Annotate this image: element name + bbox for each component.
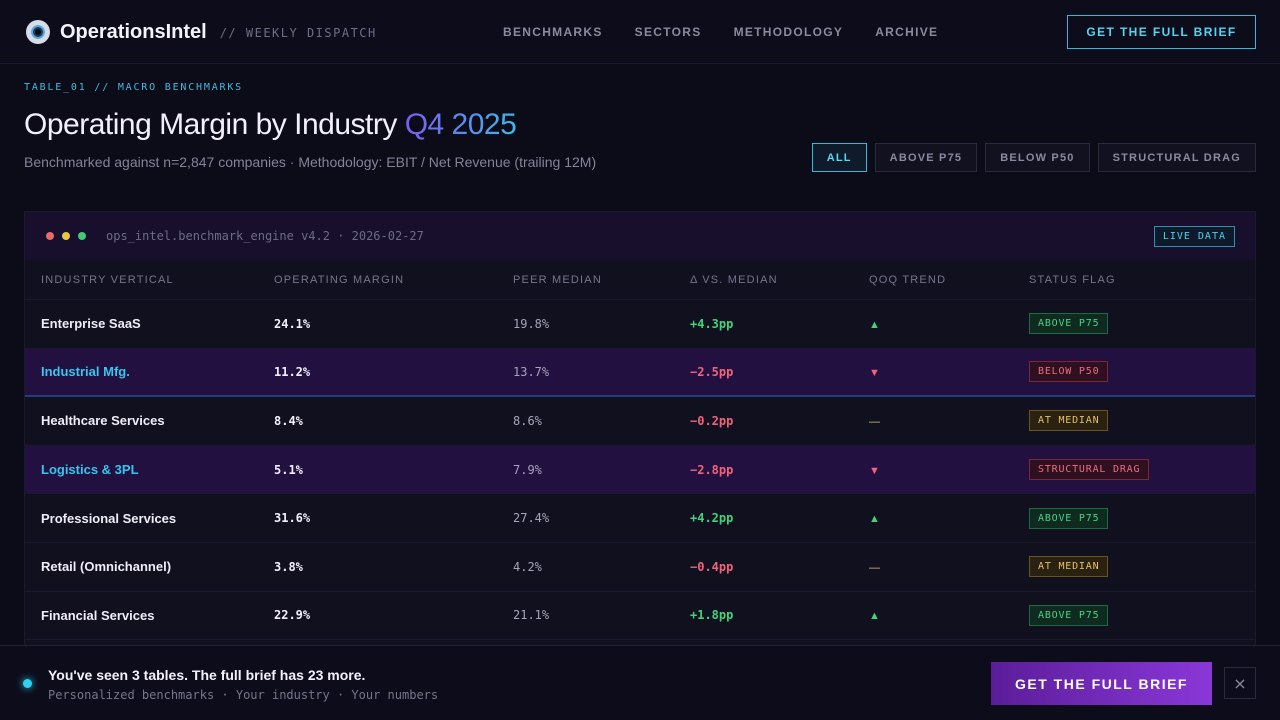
operating-margin: 5.1% [274, 462, 303, 477]
delta-vs-median: −2.8pp [690, 462, 734, 477]
brand-tagline: // WEEKLY DISPATCH [219, 25, 377, 40]
benchmark-table-panel: ops_intel.benchmark_engine v4.2 · 2026-0… [24, 211, 1256, 651]
status-badge: ABOVE P75 [1029, 507, 1109, 529]
peer-median: 13.7% [513, 364, 550, 379]
nav-sectors[interactable]: SECTORS [634, 25, 702, 39]
delta-vs-median: +1.8pp [690, 608, 734, 623]
column-qoq-trend[interactable]: QOQ TREND [869, 273, 947, 286]
upsell-banner: You've seen 3 tables. The full brief has… [0, 645, 1280, 720]
section-eyebrow: TABLE_01 // MACRO BENCHMARKS [24, 82, 243, 93]
nav-archive[interactable]: ARCHIVE [875, 25, 939, 39]
trend-flat-icon: — [869, 561, 880, 574]
window-dot-green [78, 232, 86, 240]
industry-name: Professional Services [41, 510, 177, 526]
delta-vs-median: +4.3pp [690, 316, 734, 331]
window-dot-red [46, 232, 54, 240]
peer-median: 19.8% [513, 316, 550, 331]
trend-up-icon: ▲ [869, 318, 880, 331]
banner-subtitle: Personalized benchmarks · Your industry … [48, 688, 439, 702]
table-row[interactable]: Industrial Mfg. 11.2% 13.7% −2.5pp ▼ BEL… [25, 348, 1255, 398]
delta-vs-median: −0.4pp [690, 559, 734, 574]
status-badge: BELOW P50 [1029, 361, 1109, 383]
delta-vs-median: −0.2pp [690, 413, 734, 428]
delta-vs-median: +4.2pp [690, 511, 734, 526]
trend-flat-icon: — [869, 415, 880, 428]
brand-name: OperationsIntel [60, 20, 207, 43]
filter-group: ALL ABOVE P75 BELOW P50 STRUCTURAL DRAG [804, 143, 1256, 172]
title-text: Operating Margin by Industry [24, 108, 397, 141]
top-navigation-bar: OperationsIntel // WEEKLY DISPATCH BENCH… [0, 0, 1280, 64]
industry-name: Financial Services [41, 607, 155, 623]
column-industry[interactable]: INDUSTRY VERTICAL [41, 273, 174, 286]
industry-name: Healthcare Services [41, 413, 165, 429]
filter-all[interactable]: ALL [811, 143, 867, 172]
table-row[interactable]: Retail (Omnichannel) 3.8% 4.2% −0.4pp — … [25, 543, 1255, 592]
title-period: Q4 2025 [404, 108, 517, 141]
status-badge: ABOVE P75 [1029, 313, 1109, 335]
column-status-flag[interactable]: STATUS FLAG [1029, 273, 1116, 286]
status-badge: AT MEDIAN [1029, 556, 1109, 578]
industry-name: Enterprise SaaS [41, 316, 141, 332]
page-title: Operating Margin by Industry Q4 2025 [24, 108, 517, 142]
filter-structural-drag[interactable]: STRUCTURAL DRAG [1097, 143, 1256, 172]
live-data-badge: LIVE DATA [1153, 226, 1235, 247]
nav-methodology[interactable]: METHODOLOGY [733, 25, 844, 39]
operating-margin: 3.8% [274, 559, 303, 574]
peer-median: 4.2% [513, 559, 542, 574]
industry-name[interactable]: Logistics & 3PL [41, 462, 139, 478]
table-row[interactable]: Enterprise SaaS 24.1% 19.8% +4.3pp ▲ ABO… [25, 300, 1255, 349]
peer-median: 7.9% [513, 462, 542, 477]
industry-name[interactable]: Industrial Mfg. [41, 364, 130, 380]
trend-down-icon: ▼ [869, 464, 880, 477]
table-row[interactable]: Professional Services 31.6% 27.4% +4.2pp… [25, 494, 1255, 543]
operating-margin: 31.6% [274, 511, 311, 526]
status-badge: AT MEDIAN [1029, 410, 1109, 432]
filter-below-p50[interactable]: BELOW P50 [985, 143, 1090, 172]
operating-margin: 22.9% [274, 608, 311, 623]
nav-benchmarks[interactable]: BENCHMARKS [503, 25, 603, 39]
peer-median: 27.4% [513, 511, 550, 526]
get-full-brief-button[interactable]: GET THE FULL BRIEF [1067, 15, 1256, 49]
peer-median: 8.6% [513, 413, 542, 428]
banner-title: You've seen 3 tables. The full brief has… [48, 667, 366, 683]
peer-median: 21.1% [513, 608, 550, 623]
brand[interactable]: OperationsIntel // WEEKLY DISPATCH [26, 20, 377, 44]
delta-vs-median: −2.5pp [690, 364, 734, 379]
main-nav: BENCHMARKS SECTORS METHODOLOGY ARCHIVE [503, 25, 970, 39]
column-peer-median[interactable]: PEER MEDIAN [513, 273, 602, 286]
filter-above-p75[interactable]: ABOVE P75 [874, 143, 978, 172]
table-row[interactable]: Logistics & 3PL 5.1% 7.9% −2.8pp ▼ STRUC… [25, 445, 1255, 495]
operating-margin: 24.1% [274, 316, 311, 331]
status-badge: ABOVE P75 [1029, 604, 1109, 626]
industry-name: Retail (Omnichannel) [41, 559, 172, 575]
operating-margin: 11.2% [274, 364, 311, 379]
close-icon[interactable]: × [1224, 667, 1256, 699]
table-header: INDUSTRY VERTICAL OPERATING MARGIN PEER … [25, 260, 1255, 300]
page-subtitle: Benchmarked against n=2,847 companies · … [24, 154, 597, 170]
panel-header: ops_intel.benchmark_engine v4.2 · 2026-0… [25, 212, 1255, 260]
trend-down-icon: ▼ [869, 366, 880, 379]
table-row[interactable]: Healthcare Services 8.4% 8.6% −0.2pp — A… [25, 397, 1255, 446]
column-delta[interactable]: Δ VS. MEDIAN [690, 273, 778, 286]
table-row[interactable]: Financial Services 22.9% 21.1% +1.8pp ▲ … [25, 592, 1255, 641]
trend-up-icon: ▲ [869, 513, 880, 526]
window-dot-yellow [62, 232, 70, 240]
engine-version: ops_intel.benchmark_engine v4.2 · 2026-0… [106, 229, 424, 243]
status-badge: STRUCTURAL DRAG [1029, 459, 1150, 481]
live-indicator-icon [23, 679, 32, 688]
operating-margin: 8.4% [274, 413, 303, 428]
logo-icon [26, 20, 50, 44]
trend-up-icon: ▲ [869, 610, 880, 623]
column-operating-margin[interactable]: OPERATING MARGIN [274, 273, 405, 286]
get-full-brief-button-bottom[interactable]: GET THE FULL BRIEF [991, 662, 1212, 705]
